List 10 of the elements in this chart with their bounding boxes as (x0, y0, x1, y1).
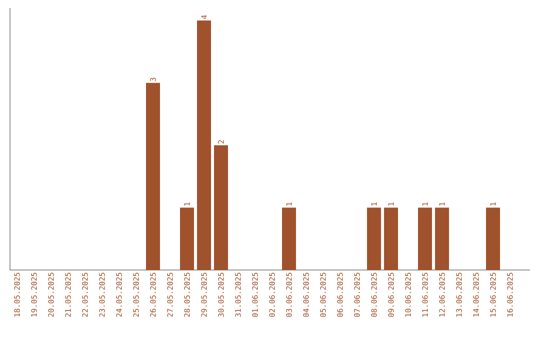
bar (197, 20, 212, 270)
bar (146, 82, 160, 270)
bar (214, 145, 228, 270)
bar (384, 208, 398, 270)
bar (180, 208, 194, 270)
bar (435, 208, 450, 270)
bar (282, 208, 296, 270)
bar (486, 208, 500, 270)
bar (418, 208, 432, 270)
bar (367, 208, 382, 270)
